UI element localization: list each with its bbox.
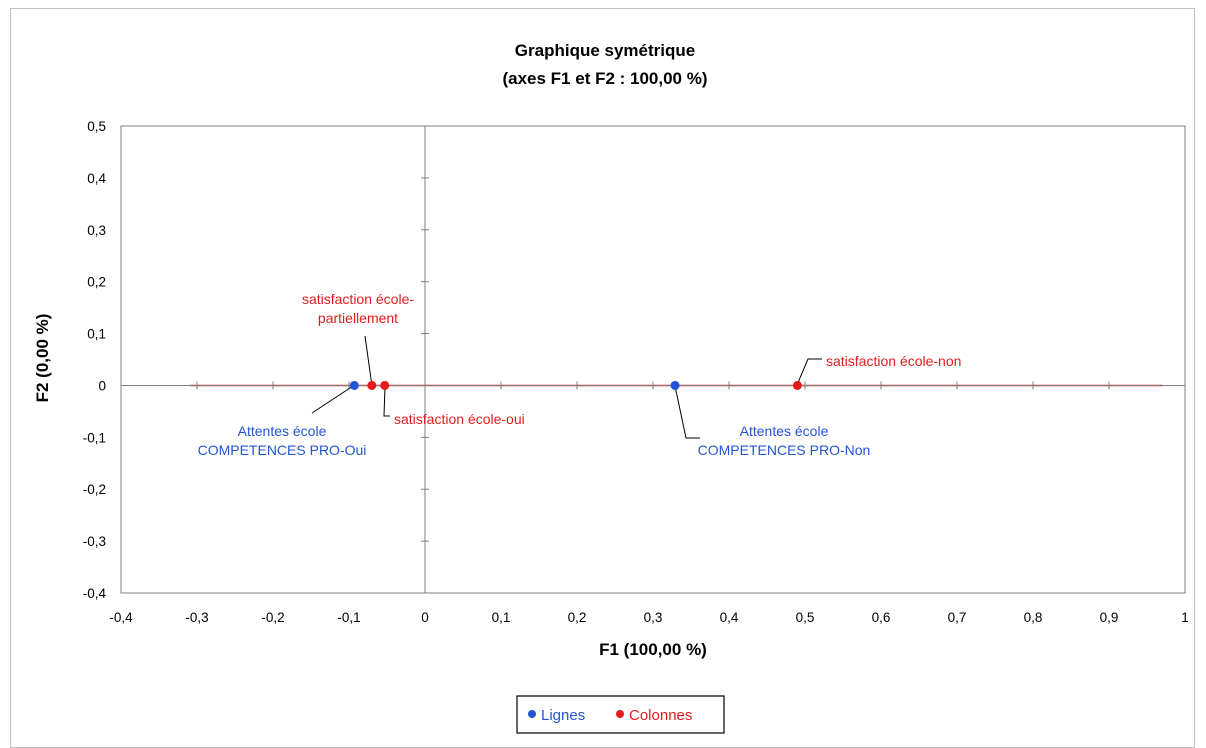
legend-label: Colonnes: [629, 707, 692, 724]
x-tick-label: 0,2: [568, 610, 587, 625]
x-tick-label: -0,3: [185, 610, 208, 625]
x-tick-label: -0,1: [337, 610, 360, 625]
point-label: satisfaction école-oui: [394, 411, 525, 427]
axes: [120, 125, 1186, 594]
point-label-line: COMPETENCES PRO-Non: [698, 442, 871, 458]
x-tick-label: 0,7: [948, 610, 967, 625]
x-tick-label: 0,1: [492, 610, 511, 625]
x-tick-label: 0,4: [720, 610, 739, 625]
point-label: Attentes école COMPETENCES PRO-Non: [698, 423, 871, 458]
label-leader-lines: [311, 335, 822, 439]
y-tick-label: 0,5: [87, 119, 106, 134]
data-labels: Attentes école COMPETENCES PRO-OuiAttente…: [198, 291, 962, 458]
data-point: [349, 380, 359, 390]
x-tick-label: 0,3: [644, 610, 663, 625]
y-tick-label: 0,4: [87, 171, 106, 186]
point-label: Attentes école COMPETENCES PRO-Oui: [198, 423, 367, 458]
legend-marker: [616, 710, 624, 718]
y-tick-label: 0: [98, 378, 106, 393]
data-points: [349, 380, 802, 390]
point-label-line: COMPETENCES PRO-Oui: [198, 442, 367, 458]
legend-marker: [528, 710, 536, 718]
x-tick-label: -0,4: [109, 610, 133, 625]
x-tick-label: 0,8: [1024, 610, 1043, 625]
point-label-line: satisfaction école-oui: [394, 411, 525, 427]
data-point: [670, 380, 680, 390]
point-label: satisfaction école-partiellement: [302, 291, 414, 326]
point-label-line: Attentes école: [740, 423, 829, 439]
x-tick-label: 0,6: [872, 610, 891, 625]
x-tick-label: 0,9: [1100, 610, 1119, 625]
point-label-line: satisfaction école-non: [826, 353, 961, 369]
chart-title: Graphique symétrique: [515, 41, 695, 60]
y-tick-label: -0,2: [83, 482, 106, 497]
data-point: [380, 380, 390, 390]
leader-line: [311, 385, 354, 414]
y-tick-label: 0,2: [87, 275, 106, 290]
leader-line: [364, 335, 373, 387]
data-point: [792, 380, 802, 390]
leader-line: [383, 385, 390, 417]
point-label-line: satisfaction école-: [302, 291, 414, 307]
x-axis-title: F1 (100,00 %): [599, 640, 707, 659]
y-tick-label: -0,4: [83, 586, 107, 601]
x-tick-label: 0: [421, 610, 429, 625]
y-tick-labels: 0,5 0,4 0,3 0,2 0,1 0 -0,1 -0,2 -0,3 -0,4: [83, 119, 107, 601]
x-tick-label: 0,5: [796, 610, 815, 625]
plot-area: [120, 125, 1186, 594]
x-tick-label: 1: [1181, 610, 1189, 625]
legend-box: [516, 695, 725, 734]
data-point: [367, 380, 377, 390]
leader-line: [674, 385, 700, 439]
point-label: satisfaction école-non: [826, 353, 961, 369]
point-label-line: Attentes école: [238, 423, 327, 439]
chart-subtitle: (axes F1 et F2 : 100,00 %): [502, 69, 707, 88]
y-tick-label: 0,1: [87, 327, 106, 342]
leader-line: [796, 358, 822, 386]
legend: Lignes Colonnes: [516, 695, 725, 734]
point-label-line: partiellement: [318, 310, 398, 326]
y-tick-label: -0,1: [83, 430, 106, 445]
x-tick-label: -0,2: [261, 610, 284, 625]
y-tick-label: -0,3: [83, 534, 106, 549]
legend-label: Lignes: [541, 707, 585, 724]
x-tick-labels: -0,4 -0,3 -0,2 -0,1 0 0,1 0,2 0,3 0,4 0,5 0,6 0,7 0,…: [109, 610, 1188, 625]
y-tick-label: 0,3: [87, 223, 106, 238]
y-axis-title: F2 (0,00 %): [33, 314, 52, 403]
